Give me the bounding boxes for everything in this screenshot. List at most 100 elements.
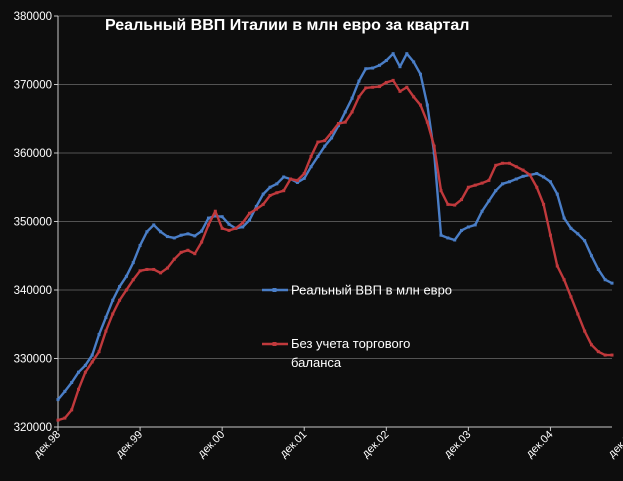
data-point [542, 175, 546, 179]
data-point [405, 52, 409, 56]
data-point [514, 177, 518, 181]
x-tick-label: дек.02 [360, 429, 392, 461]
data-point [152, 267, 156, 271]
data-point [405, 85, 409, 89]
data-point [295, 180, 299, 184]
y-tick-label: 360000 [14, 148, 52, 160]
data-point [391, 52, 395, 56]
data-point [377, 63, 381, 67]
data-point [425, 103, 429, 107]
data-point [336, 124, 340, 128]
data-point [343, 120, 347, 124]
grid [58, 15, 612, 428]
data-point [521, 168, 525, 172]
data-point [330, 136, 334, 140]
data-point [268, 185, 272, 189]
data-point [603, 278, 607, 282]
data-point [77, 370, 81, 374]
data-point [521, 174, 525, 178]
data-point [412, 60, 416, 64]
data-point [309, 154, 313, 158]
data-point [507, 180, 511, 184]
data-point [398, 89, 402, 93]
data-point [364, 67, 368, 71]
data-point [330, 130, 334, 134]
data-point [186, 232, 190, 236]
data-point [97, 333, 101, 337]
data-point [398, 65, 402, 69]
data-point [596, 350, 600, 354]
x-tick-label: дек.05 [606, 429, 623, 461]
x-tick-label: дек.00 [196, 429, 228, 461]
data-point [343, 110, 347, 114]
data-point [562, 278, 566, 282]
data-point [179, 250, 183, 254]
data-point [159, 230, 163, 234]
data-point [316, 140, 320, 144]
data-point [446, 202, 450, 206]
data-point [165, 235, 169, 239]
data-point [583, 239, 587, 243]
data-point [384, 59, 388, 63]
data-point [138, 269, 142, 273]
data-point [364, 86, 368, 90]
data-point [131, 261, 135, 265]
y-tick-label: 380000 [14, 11, 52, 23]
data-point [302, 172, 306, 176]
data-point [227, 228, 231, 232]
data-point [576, 312, 580, 316]
data-point [172, 236, 176, 240]
data-point [466, 225, 470, 229]
data-point [473, 183, 477, 187]
data-point [254, 204, 258, 208]
data-point [56, 398, 60, 402]
data-point [138, 243, 142, 247]
data-point [213, 214, 217, 218]
data-point [487, 178, 491, 182]
data-point [589, 254, 593, 258]
data-point [200, 240, 204, 244]
legend-label-no-trade-line2: баланса [291, 355, 342, 370]
legend-label-no-trade-line1: Без учета торгового [291, 336, 410, 351]
data-point [460, 198, 464, 202]
data-point [377, 85, 381, 89]
data-point [206, 216, 210, 220]
data-point [90, 360, 94, 364]
data-point [480, 181, 484, 185]
data-point [70, 408, 74, 412]
data-point [56, 418, 60, 422]
series-layer [56, 52, 614, 422]
legend-item-no-trade: Без учета торгового баланса [262, 336, 410, 370]
data-point [220, 226, 224, 230]
data-point [124, 274, 128, 278]
data-point [77, 387, 81, 391]
data-point [384, 80, 388, 84]
data-point [83, 363, 87, 367]
data-point [254, 207, 258, 211]
data-point [480, 209, 484, 213]
data-point [104, 329, 108, 333]
x-axis-ticks: дек.98 дек.99 дек.00 дек.01 дек.02 дек.03 дек.… [32, 427, 623, 460]
data-point [90, 353, 94, 357]
data-point [186, 248, 190, 252]
data-point [569, 295, 573, 299]
data-point [63, 389, 67, 393]
data-point [589, 343, 593, 347]
data-point [439, 233, 443, 237]
series-1 [56, 52, 614, 402]
data-point [507, 161, 511, 165]
data-point [473, 223, 477, 227]
data-point [145, 267, 149, 271]
data-point [124, 288, 128, 292]
y-tick-label: 340000 [14, 285, 52, 297]
data-point [131, 278, 135, 282]
data-point [268, 193, 272, 197]
y-tick-label: 330000 [14, 354, 52, 366]
data-point [418, 103, 422, 107]
y-axis-ticks: 320000 330000 340000 350000 360000 370000 3800… [14, 11, 58, 434]
data-point [371, 66, 375, 70]
data-point [193, 252, 197, 256]
legend-item-gdp: Реальный ВВП в млн евро [262, 283, 452, 298]
data-point [357, 79, 361, 83]
data-point [83, 370, 87, 374]
